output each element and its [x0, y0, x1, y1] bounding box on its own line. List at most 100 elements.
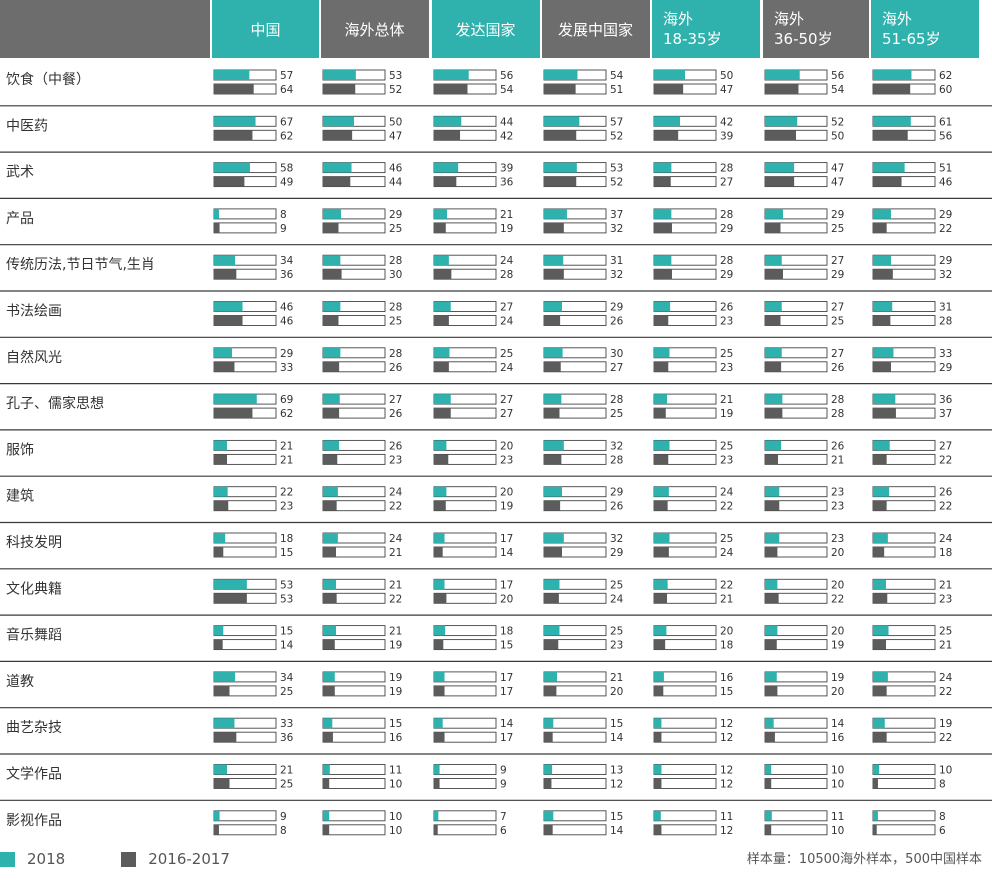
bar-2018 — [544, 116, 580, 127]
legend-swatch-2018 — [0, 851, 15, 867]
value-label-2016-2017: 24 — [610, 593, 624, 605]
value-label-2018: 44 — [500, 116, 514, 128]
header-label: 海外 — [882, 10, 912, 28]
value-label-2016-2017: 14 — [280, 640, 294, 652]
bar-2018 — [434, 440, 447, 451]
value-label-2016-2017: 62 — [280, 408, 293, 420]
bar-2018 — [765, 718, 774, 729]
bar-2018 — [323, 810, 330, 821]
value-label-2018: 28 — [720, 255, 733, 267]
value-label-2018: 21 — [939, 579, 952, 591]
category-label: 饮食（中餐） — [6, 71, 90, 88]
value-label-2016-2017: 23 — [720, 454, 733, 466]
value-label-2016-2017: 36 — [280, 269, 294, 281]
header-label: 发展中国家 — [558, 21, 633, 39]
bar-2018 — [214, 486, 228, 497]
value-label-2018: 19 — [939, 718, 952, 730]
value-label-2016-2017: 47 — [720, 84, 733, 96]
value-label-2018: 21 — [500, 209, 513, 221]
value-label-2016-2017: 33 — [280, 362, 293, 374]
value-label-2016-2017: 24 — [500, 316, 514, 328]
bar-2018 — [654, 440, 670, 451]
value-label-2016-2017: 47 — [389, 130, 402, 142]
value-label-2016-2017: 27 — [610, 362, 623, 374]
value-label-2016-2017: 12 — [720, 779, 733, 791]
bar-2018 — [544, 764, 553, 775]
bar-2018 — [434, 533, 445, 543]
value-label-2016-2017: 52 — [610, 177, 623, 189]
value-label-2016-2017: 18 — [720, 640, 733, 652]
header-cell-0 — [211, 0, 320, 58]
category-row: 文学作品 21 25 11 10 9 9 13 12 12 12 10 10 10 8 — [0, 764, 992, 801]
bar-2016-2017 — [214, 176, 245, 187]
value-label-2016-2017: 22 — [939, 223, 952, 235]
value-label-2016-2017: 25 — [389, 223, 402, 235]
bar-2018 — [873, 208, 891, 219]
value-label-2016-2017: 26 — [389, 408, 403, 420]
value-label-2016-2017: 27 — [720, 177, 733, 189]
bar-2016-2017 — [323, 685, 335, 696]
bar-2016-2017 — [544, 84, 576, 94]
bar-frame-2018 — [653, 810, 717, 822]
bar-2016-2017 — [323, 269, 342, 280]
bar-frame-2016-2017 — [543, 731, 607, 743]
legend-label-2016-2017: 2016-2017 — [148, 850, 230, 868]
value-label-2018: 61 — [939, 116, 952, 128]
bar-2018 — [544, 440, 564, 451]
header-cell-2 — [431, 0, 540, 58]
bar-2018 — [434, 208, 448, 219]
value-label-2018: 54 — [610, 70, 624, 82]
bar-2018 — [214, 671, 236, 682]
bar-2018 — [873, 394, 896, 405]
value-label-2016-2017: 52 — [389, 84, 402, 96]
value-label-2018: 21 — [280, 440, 293, 452]
bar-2016-2017 — [765, 176, 795, 187]
bar-2018 — [214, 347, 232, 358]
value-label-2018: 58 — [280, 163, 293, 175]
value-label-2018: 53 — [280, 579, 293, 591]
bar-2018 — [765, 208, 783, 219]
bar-2016-2017 — [765, 639, 777, 650]
value-label-2018: 12 — [720, 718, 733, 730]
bar-2018 — [544, 208, 567, 219]
bar-frame-2016-2017 — [872, 824, 936, 836]
value-label-2016-2017: 46 — [280, 316, 294, 328]
value-label-2016-2017: 23 — [280, 501, 293, 513]
value-label-2016-2017: 27 — [500, 408, 513, 420]
bar-2016-2017 — [654, 130, 679, 141]
value-label-2016-2017: 12 — [720, 732, 733, 744]
value-label-2016-2017: 26 — [610, 501, 624, 513]
header-label: 海外 — [663, 10, 693, 28]
bar-2018 — [765, 440, 782, 451]
value-label-2018: 30 — [610, 348, 623, 360]
value-label-2016-2017: 8 — [280, 825, 287, 837]
bar-2018 — [434, 671, 445, 682]
bar-2018 — [765, 810, 772, 821]
value-label-2016-2017: 14 — [610, 732, 624, 744]
value-label-2018: 27 — [831, 302, 844, 314]
value-label-2018: 22 — [280, 487, 293, 499]
bar-2018 — [214, 810, 220, 821]
value-label-2016-2017: 37 — [939, 408, 952, 420]
value-label-2016-2017: 22 — [939, 732, 952, 744]
bar-2016-2017 — [765, 130, 796, 141]
bar-2018 — [765, 255, 782, 266]
bar-2016-2017 — [214, 222, 220, 233]
bar-2018 — [765, 301, 782, 312]
value-label-2016-2017: 23 — [610, 640, 623, 652]
bar-2016-2017 — [765, 408, 783, 419]
bar-2018 — [434, 810, 439, 821]
bar-2018 — [654, 70, 685, 80]
value-label-2018: 29 — [939, 209, 952, 221]
bar-2018 — [434, 625, 446, 636]
category-label: 文学作品 — [6, 767, 62, 783]
bar-2016-2017 — [323, 454, 338, 465]
value-label-2018: 11 — [389, 765, 402, 777]
value-label-2016-2017: 46 — [939, 177, 953, 189]
value-label-2018: 11 — [831, 811, 844, 823]
bar-2016-2017 — [214, 315, 243, 326]
bar-2018 — [873, 718, 885, 729]
header-cell-4 — [651, 0, 760, 58]
category-label: 武术 — [6, 165, 34, 181]
